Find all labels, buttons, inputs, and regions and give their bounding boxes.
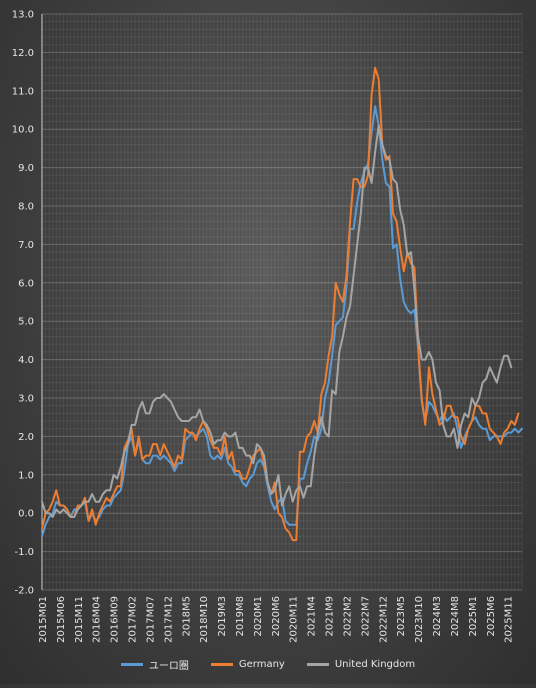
legend: ユーロ圏 Germany United Kingdom xyxy=(0,654,536,674)
x-tick-label: 2025M1 xyxy=(468,596,479,636)
x-tick-label: 2020M11 xyxy=(289,596,300,643)
x-tick-label: 2019M8 xyxy=(235,596,246,636)
y-tick-label: 1.0 xyxy=(18,470,34,481)
y-tick-label: 3.0 xyxy=(18,394,34,405)
x-tick-label: 2019M3 xyxy=(217,596,228,636)
y-tick-label: -2.0 xyxy=(14,586,34,597)
legend-swatch-united-kingdom xyxy=(306,662,329,666)
x-tick-label: 2023M10 xyxy=(414,596,425,643)
legend-label-germany: Germany xyxy=(238,658,285,670)
x-tick-label: 2017M07 xyxy=(145,596,156,643)
x-tick-label: 2025M11 xyxy=(504,596,515,643)
x-tick-label: 2024M3 xyxy=(432,596,443,636)
y-tick-label: 7.0 xyxy=(18,240,34,251)
series-line-united-kingdom xyxy=(41,124,513,518)
x-tick-label: 2016M09 xyxy=(110,596,121,643)
y-tick-label: 2.0 xyxy=(18,432,34,443)
x-tick-label: 2018M5 xyxy=(181,596,192,636)
y-tick-label: 4.0 xyxy=(18,355,34,366)
x-tick-label: 2023M5 xyxy=(396,596,407,636)
x-tick-label: 2021M9 xyxy=(325,596,336,636)
series-line-germany xyxy=(41,66,520,542)
y-tick-label: 10.0 xyxy=(12,125,34,136)
legend-item-germany: Germany xyxy=(210,658,285,670)
y-tick-label: -1.0 xyxy=(14,547,34,558)
y-tick-label: 9.0 xyxy=(18,163,34,174)
legend-swatch-germany xyxy=(210,662,233,666)
legend-label-united-kingdom: United Kingdom xyxy=(334,658,416,670)
y-tick-label: 11.0 xyxy=(12,86,34,97)
x-tick-label: 2016M04 xyxy=(92,596,103,643)
y-tick-label: 13.0 xyxy=(12,10,34,21)
series-layer xyxy=(41,66,523,542)
x-tick-label: 2015M11 xyxy=(74,596,85,643)
x-tick-label: 2018M10 xyxy=(199,596,210,643)
x-tick-label: 2022M12 xyxy=(378,596,389,643)
x-tick-label: 2017M12 xyxy=(163,596,174,643)
y-tick-label: 8.0 xyxy=(18,202,34,213)
x-tick-label: 2022M2 xyxy=(342,596,353,636)
x-tick-label: 2020M6 xyxy=(271,596,282,636)
x-tick-label: 2024M8 xyxy=(450,596,461,636)
x-tick-label: 2015M01 xyxy=(38,596,49,643)
x-tick-label: 2015M06 xyxy=(56,596,67,643)
x-tick-label: 2021M4 xyxy=(307,596,318,636)
axis-layer: -2.0 -1.0 0.0 1.0 2.0 3.0 4.0 5.0 6.0 7.0 8.0 9.0 10… xyxy=(12,10,515,643)
y-tick-label: 5.0 xyxy=(18,317,34,328)
y-tick-label: 12.0 xyxy=(12,48,34,59)
legend-swatch-euro-area xyxy=(120,662,143,666)
x-tick-label: 2022M7 xyxy=(360,596,371,636)
legend-item-euro-area: ユーロ圏 xyxy=(120,657,189,672)
x-tick-label: 2017M02 xyxy=(128,596,139,643)
grid-layer xyxy=(41,13,523,591)
y-tick-label: 0.0 xyxy=(18,509,34,520)
x-tick-label: 2025M6 xyxy=(486,596,497,636)
legend-item-united-kingdom: United Kingdom xyxy=(306,658,416,670)
legend-label-euro-area: ユーロ圏 xyxy=(148,660,189,672)
y-tick-label: 6.0 xyxy=(18,278,34,289)
x-tick-label: 2020M1 xyxy=(253,596,264,636)
